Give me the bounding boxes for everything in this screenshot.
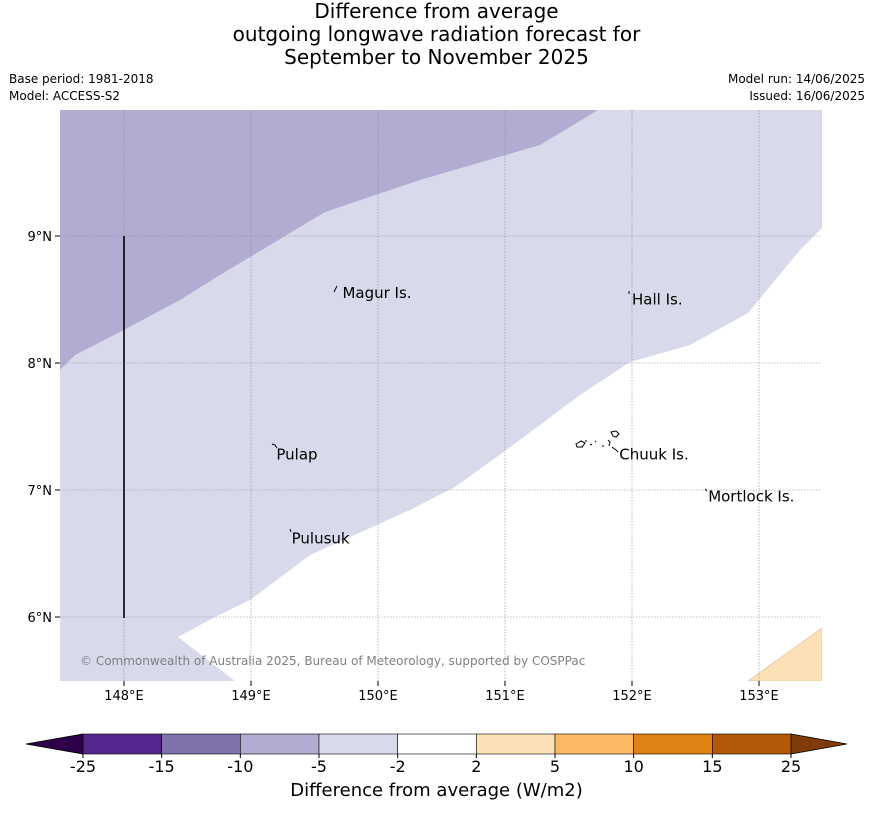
colorbar-bin-9 xyxy=(712,733,792,755)
colorbar-bin-5 xyxy=(397,733,477,755)
title-line-3: September to November 2025 xyxy=(284,45,589,69)
island-mortlock xyxy=(704,488,708,492)
lon-label-148: 148°E xyxy=(104,689,144,704)
colorbar-extend-high xyxy=(790,733,848,755)
colorbar-label-6: 2 xyxy=(471,757,481,776)
lat-label-7: 7°N xyxy=(28,484,53,499)
place-label-hall-is: Hall Is. xyxy=(632,291,683,309)
colorbar-bin-2 xyxy=(161,733,241,755)
colorbar: -25 -15 -10 -5 -2 2 5 10 15 25 xyxy=(25,733,848,776)
island-chuuk-atoll xyxy=(575,430,620,453)
title-line-2: outgoing longwave radiation forecast for xyxy=(232,22,641,46)
colorbar-extend-low xyxy=(25,733,84,755)
lon-label-149: 149°E xyxy=(231,689,271,704)
lon-label-153: 153°E xyxy=(739,689,779,704)
lon-label-150: 150°E xyxy=(358,689,398,704)
colorbar-bin-1 xyxy=(82,733,162,755)
map-area: Magur Is. Hall Is. Pulap Chuuk Is. Mortlock … xyxy=(60,110,822,681)
island-pulusuk xyxy=(289,528,292,533)
colorbar-label-7: 5 xyxy=(550,757,560,776)
colorbar-bin-6 xyxy=(476,733,556,755)
map-axes: 148°E 149°E 150°E 151°E 152°E 153°E 9°N 8°N 7°N 6… xyxy=(28,230,779,704)
colorbar-bin-3 xyxy=(240,733,320,755)
colorbar-label-1: -25 xyxy=(70,757,96,776)
colorbar-bin-7 xyxy=(554,733,634,755)
meta-right: Model run: 14/06/2025 Issued: 16/06/2025 xyxy=(728,71,865,105)
title-line-1: Difference from average xyxy=(314,0,559,23)
base-period: Base period: 1981-2018 xyxy=(9,72,154,86)
map-title: Difference from average outgoing longwav… xyxy=(0,0,873,69)
colorbar-label-3: -10 xyxy=(227,757,253,776)
lat-label-6: 6°N xyxy=(28,611,53,626)
colorbar-bin-4 xyxy=(318,733,398,755)
colorbar-bin-8 xyxy=(633,733,713,755)
place-label-magur-is: Magur Is. xyxy=(342,284,411,302)
issued-date: Issued: 16/06/2025 xyxy=(749,89,865,103)
colorbar-label-8: 10 xyxy=(623,757,643,776)
colorbar-label-10: 25 xyxy=(781,757,801,776)
copyright-notice: © Commonwealth of Australia 2025, Bureau… xyxy=(80,654,585,668)
place-label-mortlock-is: Mortlock Is. xyxy=(708,487,794,505)
lat-label-9: 9°N xyxy=(28,230,53,245)
place-label-chuuk-is: Chuuk Is. xyxy=(619,445,688,463)
place-label-pulap: Pulap xyxy=(276,445,317,463)
lon-label-152: 152°E xyxy=(612,689,652,704)
colorbar-label-4: -5 xyxy=(311,757,327,776)
lat-label-8: 8°N xyxy=(28,357,53,372)
island-outlines xyxy=(271,285,708,533)
colorbar-title: Difference from average (W/m2) xyxy=(290,780,583,801)
model-name: Model: ACCESS-S2 xyxy=(9,89,121,103)
colorbar-label-9: 15 xyxy=(702,757,722,776)
colorbar-label-5: -2 xyxy=(390,757,406,776)
place-labels: Magur Is. Hall Is. Pulap Chuuk Is. Mortlock … xyxy=(276,284,794,547)
colorbar-label-2: -15 xyxy=(149,757,175,776)
lon-label-151: 151°E xyxy=(485,689,525,704)
anomaly-region-minus10-to-minus5 xyxy=(60,110,598,370)
island-magur xyxy=(333,285,338,293)
anomaly-region-2-to-5 xyxy=(747,627,822,681)
place-label-pulusuk: Pulusuk xyxy=(292,529,350,547)
model-run: Model run: 14/06/2025 xyxy=(727,72,865,86)
island-pulap xyxy=(271,443,278,449)
meta-left: Base period: 1981-2018 Model: ACCESS-S2 xyxy=(9,71,154,105)
